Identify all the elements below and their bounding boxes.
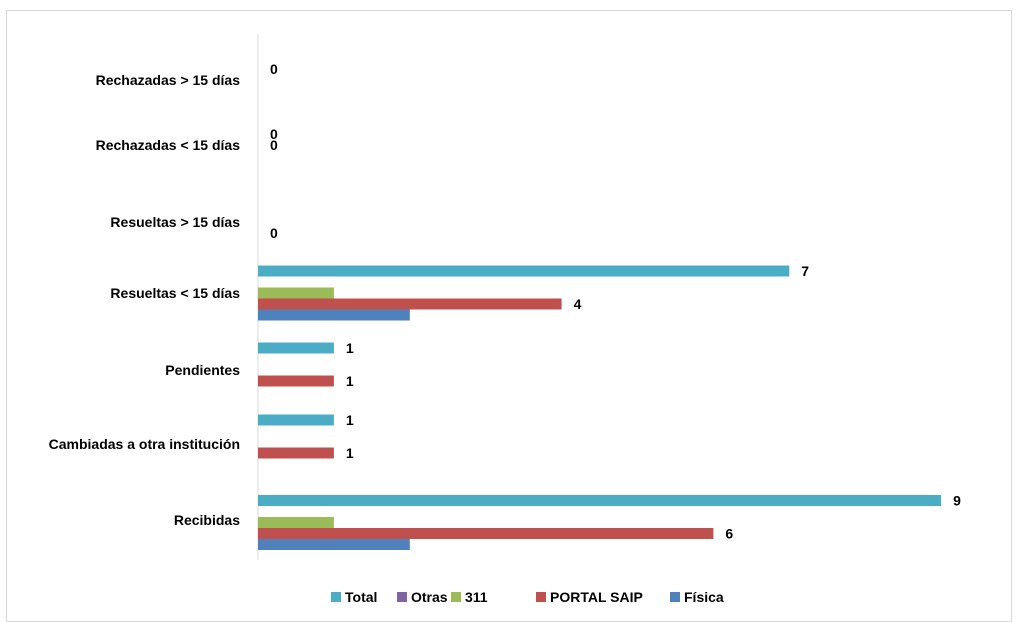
- data-label: 7: [801, 263, 809, 279]
- data-label: 9: [953, 493, 961, 509]
- bar: [258, 298, 562, 310]
- bar: [258, 447, 334, 459]
- bar: [258, 517, 334, 528]
- bar: [258, 414, 334, 426]
- legend-swatch: [451, 592, 461, 602]
- bar: [258, 265, 790, 277]
- legend: Total Otras 311 PORTAL SAIP Física: [331, 589, 724, 605]
- legend-swatch: [536, 592, 546, 602]
- legend-swatch: [397, 592, 407, 602]
- category-label: Resueltas < 15 días: [110, 285, 240, 301]
- category-label: Pendientes: [165, 362, 240, 378]
- legend-label: 311: [465, 589, 488, 605]
- category-label: Resueltas > 15 días: [110, 214, 240, 230]
- category-label: Cambiadas a otra institución: [49, 436, 240, 452]
- legend-label: Física: [684, 589, 724, 605]
- bar: [258, 287, 334, 299]
- data-label: 1: [346, 340, 354, 356]
- data-label: 6: [725, 526, 733, 542]
- bar: [258, 375, 334, 387]
- data-label: 0: [270, 61, 278, 77]
- legend-label: PORTAL SAIP: [550, 589, 643, 605]
- bar: [258, 309, 410, 321]
- category-labels: Recibidas Cambiadas a otra institución Pen…: [49, 72, 241, 528]
- data-label: 1: [346, 412, 354, 428]
- data-label: 0: [270, 225, 278, 241]
- category-label: Recibidas: [174, 512, 240, 528]
- bar: [258, 495, 942, 506]
- data-label: 0: [270, 126, 278, 142]
- legend-label: Total: [345, 589, 377, 605]
- data-label: 1: [346, 445, 354, 461]
- bar: [258, 528, 714, 539]
- legend-swatch: [331, 592, 341, 602]
- data-label: 4: [574, 296, 582, 312]
- bar: [258, 539, 410, 550]
- data-label: 1: [346, 373, 354, 389]
- legend-swatch: [670, 592, 680, 602]
- bars: [258, 265, 942, 550]
- data-label: 0: [270, 137, 278, 153]
- bar: [258, 342, 334, 354]
- legend-label: Otras: [411, 589, 448, 605]
- category-label: Rechazadas < 15 días: [96, 137, 241, 153]
- category-label: Rechazadas > 15 días: [96, 72, 241, 88]
